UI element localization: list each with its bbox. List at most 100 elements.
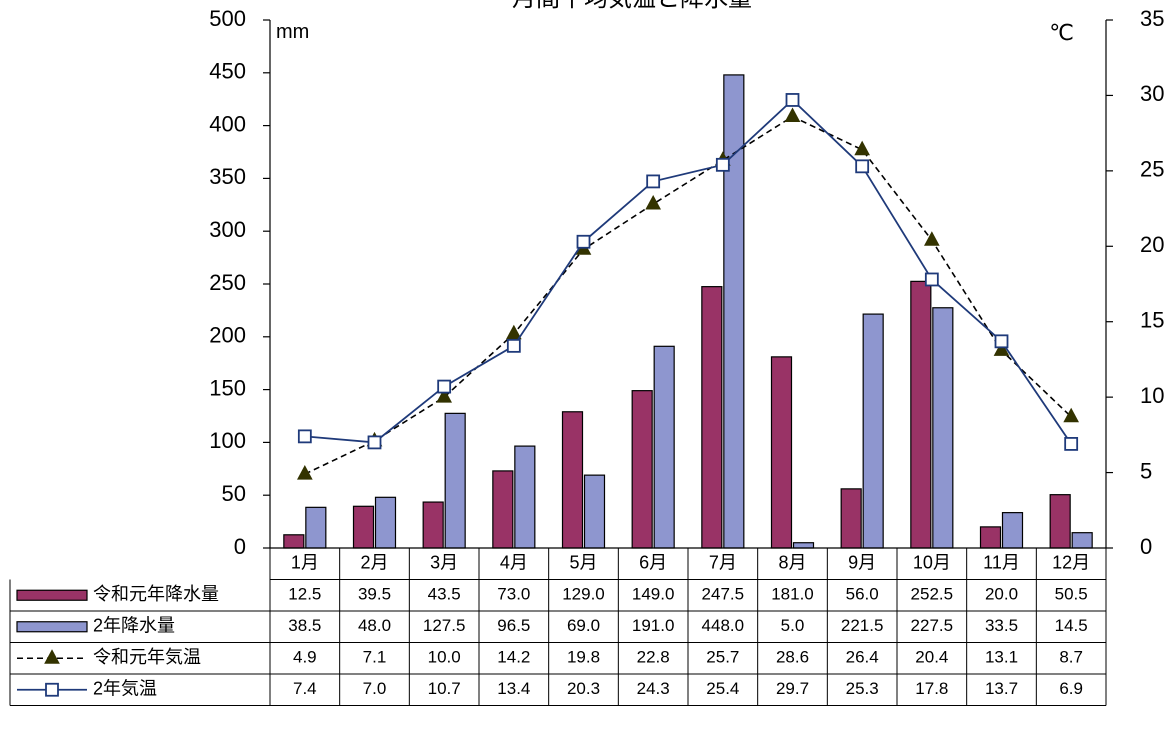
data-value: 12.5 xyxy=(288,585,321,604)
bar-r2-precip xyxy=(514,445,536,549)
data-value: 20.0 xyxy=(985,585,1018,604)
bar-r2-precip xyxy=(723,74,745,549)
left-axis-tick-label: 400 xyxy=(209,111,246,136)
legend-key-marker xyxy=(45,682,59,697)
marker-reiwa1-temp xyxy=(854,140,871,156)
marker-r2-temp xyxy=(506,338,521,353)
bar-r2-precip xyxy=(374,496,397,549)
data-value: 73.0 xyxy=(497,585,530,604)
marker-r2-temp xyxy=(715,157,730,172)
data-value: 10.0 xyxy=(428,648,461,667)
category-label: 8月 xyxy=(778,553,806,573)
data-value: 448.0 xyxy=(702,616,745,635)
data-value: 6.9 xyxy=(1059,679,1083,698)
data-value: 7.1 xyxy=(363,648,387,667)
right-axis-unit: ℃ xyxy=(1049,20,1074,45)
left-axis-tick-label: 50 xyxy=(222,481,246,506)
data-value: 14.5 xyxy=(1055,616,1088,635)
marker-r2-temp xyxy=(576,234,591,249)
data-value: 38.5 xyxy=(288,616,321,635)
data-value: 43.5 xyxy=(428,585,461,604)
data-value: 24.3 xyxy=(637,679,670,698)
bar-reiwa1-precip xyxy=(631,390,653,549)
data-value: 25.7 xyxy=(706,648,739,667)
right-axis-tick-label: 35 xyxy=(1140,6,1164,31)
bar-layer xyxy=(283,74,1093,549)
left-axis-tick-label: 0 xyxy=(234,534,246,559)
data-value: 20.3 xyxy=(567,679,600,698)
data-value: 22.8 xyxy=(637,648,670,667)
data-value: 129.0 xyxy=(562,585,605,604)
data-value: 10.7 xyxy=(428,679,461,698)
left-axis-unit: mm xyxy=(276,21,309,43)
right-axis-tick-label: 5 xyxy=(1140,458,1152,483)
data-value: 5.0 xyxy=(781,616,805,635)
category-label: 4月 xyxy=(500,553,528,573)
bar-r2-precip xyxy=(583,474,606,549)
category-label: 5月 xyxy=(569,553,597,573)
left-axis-tick-label: 450 xyxy=(209,59,246,84)
marker-r2-temp xyxy=(855,159,870,174)
category-label: 10月 xyxy=(913,553,951,573)
data-value: 26.4 xyxy=(846,648,879,667)
data-value: 33.5 xyxy=(985,616,1018,635)
data-value: 48.0 xyxy=(358,616,391,635)
data-value: 50.5 xyxy=(1055,585,1088,604)
marker-reiwa1-temp xyxy=(296,465,313,480)
left-axis-tick-label: 500 xyxy=(209,6,246,31)
line-r2-temp xyxy=(304,98,1072,445)
marker-r2-temp xyxy=(1064,437,1079,451)
data-value: 14.2 xyxy=(497,648,530,667)
legend-key-bar xyxy=(16,621,88,633)
left-axis-tick-label: 200 xyxy=(209,323,246,348)
bar-reiwa1-precip xyxy=(770,356,793,549)
data-value: 13.7 xyxy=(985,679,1018,698)
marker-r2-temp xyxy=(646,174,661,189)
legend-key-marker xyxy=(44,649,60,664)
series-name: 令和元年気温 xyxy=(93,647,201,667)
bar-r2-precip xyxy=(305,506,327,549)
bar-reiwa1-precip xyxy=(840,488,862,549)
data-value: 127.5 xyxy=(423,616,466,635)
bar-r2-precip xyxy=(1071,532,1093,549)
left-axis-tick-label: 150 xyxy=(209,375,246,400)
data-value: 56.0 xyxy=(846,585,879,604)
category-label: 9月 xyxy=(848,553,876,573)
data-value: 96.5 xyxy=(497,616,530,635)
data-value: 19.8 xyxy=(567,648,600,667)
right-axis-tick-label: 15 xyxy=(1140,308,1164,333)
series-name: 令和元年降水量 xyxy=(93,584,219,604)
data-value: 7.0 xyxy=(363,679,387,698)
marker-r2-temp xyxy=(297,429,312,444)
category-label: 2月 xyxy=(360,553,388,573)
marker-reiwa1-temp xyxy=(505,324,522,340)
bar-reiwa1-precip xyxy=(352,505,375,549)
bar-reiwa1-precip xyxy=(283,534,305,549)
marker-reiwa1-temp xyxy=(993,341,1010,356)
right-axis-tick-label: 0 xyxy=(1140,534,1152,559)
data-value: 149.0 xyxy=(632,585,675,604)
marker-r2-temp xyxy=(924,272,939,287)
category-label: 7月 xyxy=(709,553,737,573)
left-axis-tick-label: 100 xyxy=(209,428,246,453)
category-label: 1月 xyxy=(291,553,319,573)
marker-reiwa1-temp xyxy=(1063,407,1080,423)
line-layer xyxy=(296,93,1080,480)
left-axis-tick-label: 350 xyxy=(209,164,246,189)
data-value: 191.0 xyxy=(632,616,675,635)
right-axis-tick-label: 10 xyxy=(1140,383,1164,408)
marker-r2-temp xyxy=(785,93,800,107)
data-value: 4.9 xyxy=(293,648,317,667)
marker-r2-temp xyxy=(367,435,382,450)
marker-r2-temp xyxy=(994,334,1009,349)
series-name: 2年気温 xyxy=(93,679,157,699)
left-axis-tick-label: 250 xyxy=(209,270,246,295)
data-value: 7.4 xyxy=(293,679,317,698)
data-value: 247.5 xyxy=(702,585,745,604)
legend-key-bar xyxy=(16,589,88,601)
marker-reiwa1-temp xyxy=(923,231,940,246)
category-label: 11月 xyxy=(983,553,1020,573)
right-axis-tick-label: 30 xyxy=(1140,81,1164,106)
